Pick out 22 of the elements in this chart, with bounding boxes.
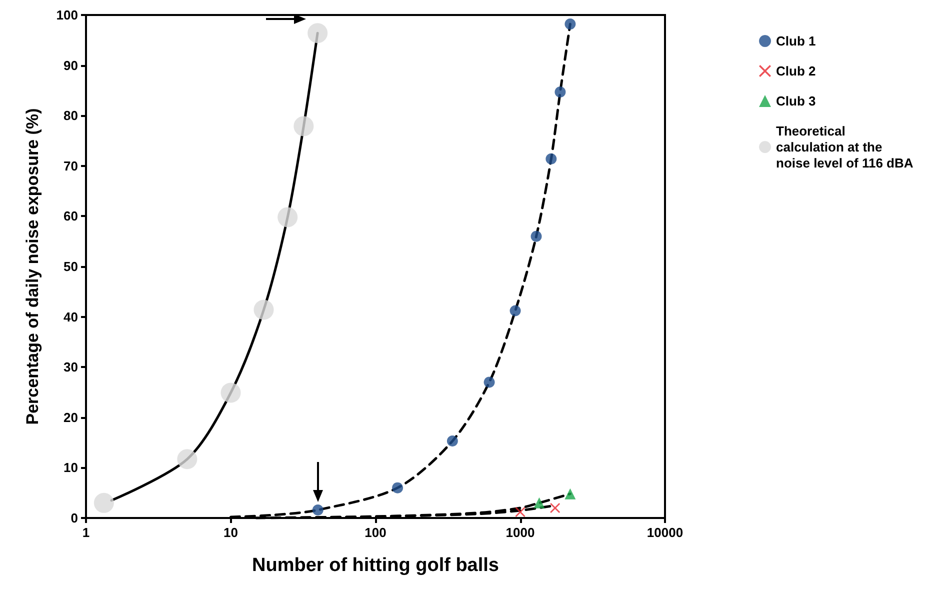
legend-label: Club 2 bbox=[776, 64, 816, 78]
y-tick-label: 100 bbox=[56, 8, 78, 22]
legend-label: Club 1 bbox=[776, 34, 816, 48]
legend-label: Club 3 bbox=[776, 94, 816, 108]
y-axis-title: Percentage of daily noise exposure (%) bbox=[23, 108, 42, 425]
x-tick-label: 1 bbox=[82, 525, 90, 540]
y-tick-label: 30 bbox=[64, 360, 78, 375]
y-tick-label: 0 bbox=[70, 510, 78, 526]
y-tick-label: 10 bbox=[64, 460, 78, 476]
x-axis-title: Number of hitting golf balls bbox=[252, 555, 499, 576]
y-tick-label: 80 bbox=[64, 108, 78, 124]
x-tick-label: 100 bbox=[364, 525, 386, 540]
y-tick-label: 60 bbox=[64, 208, 78, 224]
y-tick-label: 90 bbox=[64, 58, 78, 73]
y-tick-label: 20 bbox=[64, 410, 78, 425]
x-tick-label: 10000 bbox=[646, 525, 684, 540]
x-tick-label: 1000 bbox=[506, 525, 535, 540]
y-tick-label: 40 bbox=[64, 309, 78, 324]
legend-label: Theoretical calculation at the noise level of 116 dBA bbox=[776, 124, 914, 170]
y-tick-label: 50 bbox=[64, 259, 78, 274]
y-tick-label: 70 bbox=[64, 158, 78, 174]
x-tick-label: 10 bbox=[224, 525, 238, 540]
